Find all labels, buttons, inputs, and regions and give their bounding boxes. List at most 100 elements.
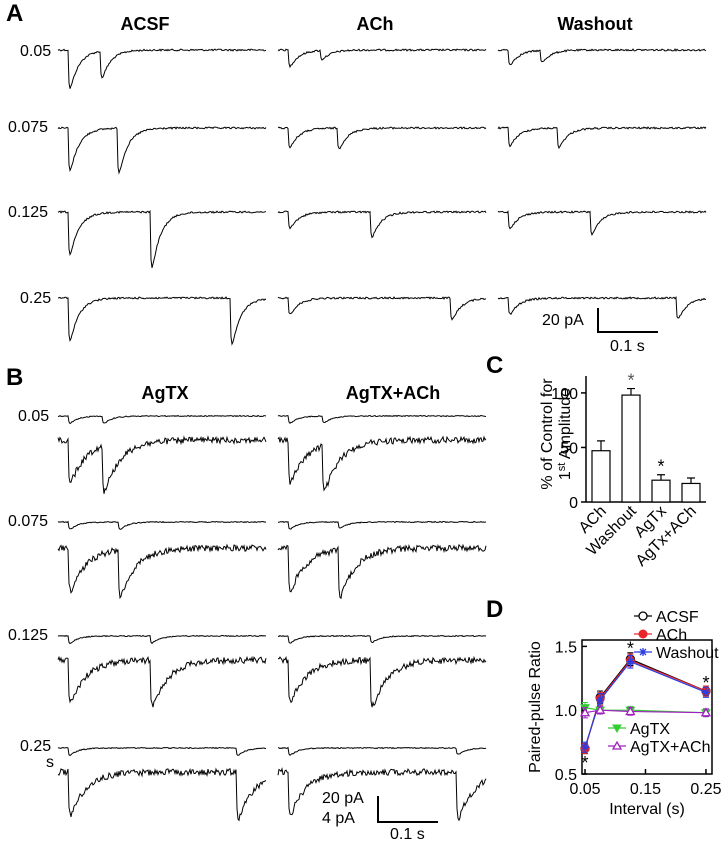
x-axis-label: Interval (s) — [609, 801, 685, 818]
epsc-trace-small — [277, 520, 487, 530]
epsc-trace-small — [57, 520, 267, 530]
bar — [651, 479, 671, 503]
scalebar-a — [597, 308, 658, 333]
panel-a-interval-label: 0.075 — [8, 119, 49, 136]
error-bar — [687, 477, 695, 484]
panel-b-scalebar-amp2: 4 pA — [322, 810, 355, 827]
series-line — [584, 660, 707, 748]
data-point — [579, 707, 591, 717]
y-tick-label: 1.0 — [555, 703, 577, 720]
y-tick-label: 100 — [551, 386, 578, 403]
epsc-trace-small — [58, 414, 267, 425]
bar — [621, 394, 641, 503]
data-point — [639, 648, 647, 656]
epsc-trace-small — [277, 414, 487, 425]
data-point — [625, 706, 636, 716]
data-point — [626, 657, 635, 666]
line-chart-d: 0.5 1.0 1.5 0.05 0.15 0.25 Interval (s) Paired-… — [527, 609, 722, 818]
data-point — [611, 740, 623, 750]
data-point — [581, 743, 590, 752]
data-point — [638, 611, 648, 621]
x-tick-label: 0.05 — [569, 781, 600, 798]
legend-label: Washout — [656, 645, 719, 662]
legend-label: ACSF — [656, 609, 699, 626]
data-point — [638, 629, 648, 639]
panel-b-letter: B — [6, 364, 24, 391]
significance-mark: * — [627, 638, 634, 658]
epsc-trace-noisy — [57, 543, 267, 600]
error-bar — [657, 474, 665, 481]
epsc-trace-small — [277, 634, 487, 644]
panel-b-interval-label: 0.075 — [8, 513, 49, 530]
panel-b-interval-suffix: s — [46, 754, 54, 771]
epsc-trace — [277, 210, 487, 239]
y-axis-label: 1st Amplitude — [556, 388, 574, 480]
panel-d-letter: D — [486, 596, 504, 623]
y-tick-label: 0 — [569, 495, 578, 512]
panel-b-scalebar-time: 0.1 s — [390, 826, 425, 843]
epsc-trace — [277, 126, 487, 150]
epsc-trace-noisy — [277, 435, 487, 492]
bar — [591, 450, 611, 503]
epsc-trace-small — [277, 746, 487, 757]
epsc-trace-small — [57, 634, 267, 645]
y-axis-label: % of Control for — [539, 378, 556, 490]
series-line — [584, 709, 707, 714]
epsc-trace — [497, 48, 707, 66]
error-bar — [627, 387, 635, 396]
error-bar — [597, 440, 605, 451]
epsc-trace — [57, 48, 267, 89]
panel-a-header-washout: Washout — [557, 14, 633, 34]
panel-b-interval-label: 0.25 — [20, 738, 52, 755]
scalebar-b — [377, 796, 438, 823]
epsc-trace — [497, 126, 707, 150]
panel-b-interval-label: 0.125 — [8, 627, 49, 644]
data-point — [595, 704, 606, 714]
panel-a-header-acsf: ACSF — [120, 14, 170, 34]
y-axis-label: Paired-pulse Ratio — [527, 641, 544, 773]
epsc-trace-noisy — [57, 655, 267, 708]
epsc-trace-noisy — [57, 435, 267, 494]
epsc-trace — [277, 296, 487, 321]
epsc-trace — [497, 296, 707, 319]
legend-label: ACh — [656, 627, 687, 644]
epsc-trace — [57, 209, 267, 269]
epsc-trace-small — [57, 746, 267, 757]
significance-mark: * — [627, 371, 634, 391]
legend-label: AgTX — [630, 721, 670, 738]
x-tick-label: 0.25 — [690, 781, 721, 798]
panel-b-header-agtx-ach: AgTX+ACh — [345, 383, 441, 403]
y-tick-label: 50 — [560, 440, 578, 457]
epsc-trace — [277, 48, 487, 69]
data-point — [700, 707, 712, 717]
panel-b-scalebar-amp1: 20 pA — [322, 790, 364, 807]
panel-b-interval-label: 0.05 — [18, 408, 50, 425]
data-point — [612, 724, 622, 734]
y-tick-label: 0.5 — [555, 767, 577, 784]
panel-a-scalebar-amp: 20 pA — [542, 312, 584, 329]
significance-mark: * — [657, 457, 664, 477]
panel-c-letter: C — [486, 352, 504, 379]
data-point — [596, 695, 605, 704]
epsc-trace — [57, 126, 267, 175]
panel-a-interval-label: 0.125 — [8, 204, 49, 221]
epsc-trace-noisy — [277, 655, 487, 708]
epsc-trace-noisy — [57, 767, 267, 822]
panel-b-header-agtx: AgTX — [141, 383, 189, 403]
panel-a-interval-label: 0.05 — [20, 43, 52, 60]
epsc-trace-noisy — [277, 543, 487, 600]
epsc-trace-noisy — [277, 767, 487, 822]
ephys-traces — [57, 48, 707, 822]
legend-label: AgTX+ACh — [630, 739, 710, 756]
panel-a-header-ach: ACh — [356, 14, 394, 34]
bar — [681, 482, 701, 503]
epsc-trace — [57, 296, 267, 346]
scalebars — [377, 308, 658, 823]
y-tick-label: 1.5 — [555, 639, 577, 656]
significance-mark: * — [582, 753, 589, 773]
epsc-trace — [497, 210, 707, 236]
significance-mark: * — [702, 673, 709, 693]
x-tick-label: 0.15 — [630, 781, 661, 798]
